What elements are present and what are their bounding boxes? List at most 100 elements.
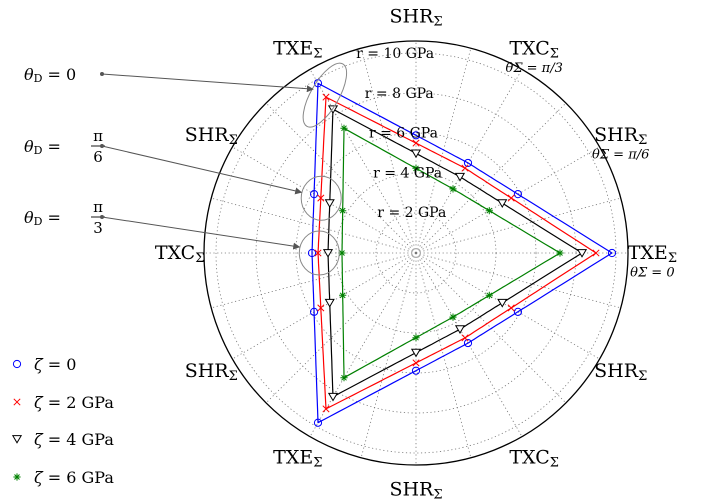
data-point bbox=[411, 131, 421, 140]
data-point bbox=[463, 158, 473, 168]
annotation-label: θD = bbox=[24, 208, 61, 228]
grid-spoke bbox=[415, 197, 621, 254]
data-point bbox=[314, 249, 322, 257]
data-point bbox=[461, 334, 469, 342]
data-point bbox=[507, 304, 515, 312]
annotation-layer: θD = 0 θD = π 6 θD = π 3 bbox=[24, 62, 348, 276]
angular-label: TXEΣ bbox=[273, 447, 322, 471]
data-point bbox=[317, 304, 325, 312]
legend-label: ζ = 4 GPa bbox=[34, 430, 114, 449]
annotation-label: θD = bbox=[24, 137, 61, 157]
grid-spoke bbox=[415, 252, 621, 309]
fraction-numerator: π bbox=[93, 198, 103, 216]
data-point bbox=[327, 105, 339, 115]
leader-arrow bbox=[101, 73, 314, 93]
angular-label: TXCΣ bbox=[155, 242, 205, 266]
legend-marker bbox=[11, 435, 23, 444]
grid bbox=[203, 40, 629, 466]
data-point bbox=[317, 194, 325, 202]
radial-tick-label: r = 6 GPa bbox=[369, 126, 438, 142]
grid-spoke bbox=[415, 252, 600, 360]
series-line bbox=[317, 96, 597, 410]
data-point bbox=[340, 374, 348, 382]
data-point bbox=[411, 366, 421, 375]
annotation: θD = π 6 bbox=[24, 127, 342, 221]
data-point bbox=[497, 298, 508, 308]
grid-circle bbox=[375, 212, 457, 294]
data-point bbox=[410, 149, 422, 159]
angular-label: SHRΣ bbox=[389, 478, 442, 502]
grid-spoke bbox=[232, 146, 417, 254]
angular-label: TXEΣ bbox=[273, 37, 322, 61]
data-point bbox=[449, 313, 457, 321]
data-point bbox=[309, 307, 319, 316]
data-point bbox=[307, 248, 317, 258]
data-point bbox=[327, 392, 339, 402]
fraction-numerator: π bbox=[93, 127, 103, 145]
fraction-denominator: 6 bbox=[93, 148, 103, 166]
angular-label: SHRΣ bbox=[594, 124, 647, 148]
grid-spoke bbox=[211, 252, 417, 309]
grid-spoke bbox=[360, 252, 417, 458]
data-point bbox=[339, 291, 347, 299]
angular-label: SHRΣ bbox=[389, 6, 442, 30]
legend-marker bbox=[13, 398, 21, 406]
legend-marker bbox=[12, 359, 22, 369]
data-point bbox=[485, 291, 493, 299]
data-point bbox=[340, 124, 348, 132]
data-point bbox=[324, 199, 335, 208]
grid-spoke bbox=[415, 252, 523, 437]
group-ellipse bbox=[300, 175, 342, 221]
grid-spoke bbox=[415, 146, 600, 254]
angular-note: θΣ = π/6 bbox=[592, 147, 649, 162]
legend-item: ζ = 4 GPa bbox=[11, 430, 114, 449]
angular-label: TXEΣ bbox=[628, 242, 677, 266]
grid-spoke bbox=[309, 69, 417, 254]
data-point bbox=[461, 164, 469, 172]
legend: ζ = 0 ζ = 2 GPa ζ = 4 GPa ζ = 6 GPa bbox=[11, 355, 114, 487]
group-ellipse bbox=[298, 230, 340, 276]
angular-label: TXCΣ bbox=[509, 447, 559, 471]
data-point bbox=[309, 190, 319, 199]
data-point bbox=[485, 207, 493, 215]
data-point bbox=[339, 207, 347, 215]
angular-label: SHRΣ bbox=[594, 360, 647, 384]
data-point bbox=[322, 405, 330, 413]
radial-tick-label: r = 8 GPa bbox=[365, 86, 434, 102]
legend-marker bbox=[13, 473, 21, 481]
data-point bbox=[454, 325, 466, 335]
data-point bbox=[313, 418, 323, 427]
grid-spoke bbox=[415, 252, 472, 458]
grid-spoke bbox=[415, 252, 567, 404]
data-point bbox=[322, 93, 330, 101]
outer-circle bbox=[203, 40, 629, 466]
legend-label: ζ = 6 GPa bbox=[34, 468, 114, 487]
angular-label: SHRΣ bbox=[185, 360, 238, 384]
grid-spoke bbox=[415, 102, 567, 254]
data-point bbox=[412, 139, 420, 147]
leader-arrow bbox=[101, 216, 301, 250]
radial-tick-label: r = 2 GPa bbox=[377, 205, 446, 221]
series-line bbox=[311, 82, 613, 424]
data-point bbox=[592, 249, 600, 257]
angular-note: θΣ = 0 bbox=[630, 266, 674, 281]
data-point bbox=[449, 185, 457, 193]
data-point bbox=[338, 249, 346, 257]
fraction-denominator: 3 bbox=[93, 219, 103, 237]
data-point bbox=[576, 249, 588, 258]
legend-item: ζ = 6 GPa bbox=[13, 468, 114, 487]
legend-item: ζ = 0 bbox=[12, 355, 76, 374]
angular-label: SHRΣ bbox=[185, 124, 238, 148]
data-point bbox=[513, 307, 523, 316]
grid-spoke bbox=[415, 48, 472, 254]
grid-spoke bbox=[232, 252, 417, 360]
marker-layer bbox=[307, 79, 617, 427]
data-point bbox=[607, 248, 617, 258]
annotation: θD = π 3 bbox=[24, 198, 340, 276]
label-layer: r = 2 GPa r = 4 GPa r = 6 GPa r = 8 GPa r = … bbox=[155, 6, 677, 502]
radial-tick-label: r = 4 GPa bbox=[373, 165, 442, 181]
angular-note: θΣ = π/3 bbox=[506, 61, 563, 76]
grid-circle bbox=[295, 132, 537, 374]
legend-item: ζ = 2 GPa bbox=[13, 393, 114, 412]
